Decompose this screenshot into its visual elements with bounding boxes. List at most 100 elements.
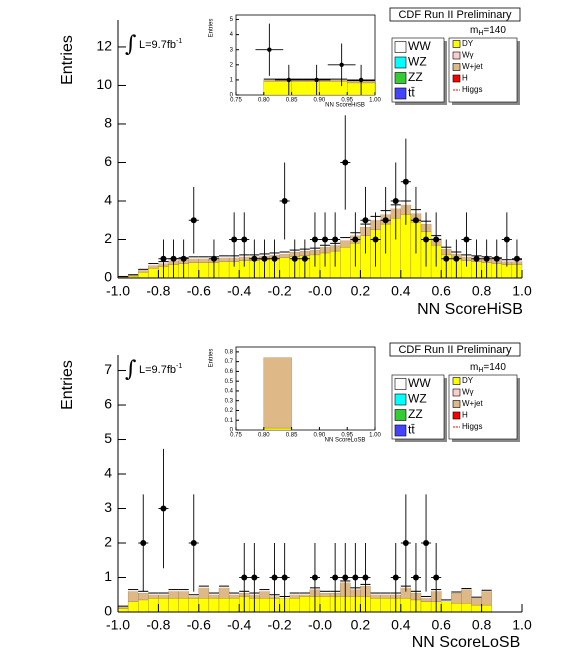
luminosity: L=9.7fb-1 [139, 38, 182, 51]
data-point [493, 255, 500, 262]
data-point [281, 574, 288, 581]
y-tick-label: 0.2 [225, 408, 234, 414]
data-point [311, 236, 318, 243]
mass-main: m [470, 25, 478, 36]
data-point [412, 217, 419, 224]
data-point [463, 236, 470, 243]
y-tick-label: 0 [230, 428, 234, 434]
bar [148, 594, 159, 599]
bar [461, 588, 472, 590]
legend-label: ZZ [408, 70, 423, 84]
legend-swatch [394, 409, 407, 421]
x-tick-label: -1.0 [106, 617, 130, 633]
bar [421, 596, 432, 599]
data-point [372, 236, 379, 243]
legend-label: Higgs [462, 422, 482, 431]
bar [380, 593, 391, 595]
y-tick-label: 0.3 [225, 398, 234, 404]
x-tick-label: -0.0 [308, 617, 332, 633]
y-tick-label: 4 [230, 32, 234, 38]
y-tick-label: 4 [104, 192, 112, 208]
bar [340, 237, 351, 241]
bar [441, 601, 452, 613]
bar [471, 604, 482, 613]
bar [481, 604, 492, 613]
bar [319, 81, 348, 96]
x-tick-label: -0.4 [227, 283, 251, 299]
legend-label: DY [462, 376, 474, 385]
bar [127, 601, 139, 613]
legend-swatch [394, 393, 407, 406]
y-tick-label: 0.6 [225, 369, 234, 375]
x-tick-label: 0.90 [314, 433, 326, 439]
y-tick-label: 0.8 [225, 349, 234, 355]
bar [319, 79, 348, 82]
x-tick-label: -0.0 [308, 283, 332, 299]
bar [208, 593, 219, 595]
bar [370, 594, 381, 599]
bar [420, 601, 432, 613]
bar [127, 274, 139, 277]
data-point [392, 197, 399, 204]
bar [158, 594, 169, 599]
legend-label: Wγ [462, 51, 474, 60]
bar [370, 598, 381, 613]
legend-label: WW [408, 39, 431, 53]
x-tick-label: 0.75 [230, 433, 242, 439]
data-point [267, 47, 272, 52]
legend-swatch [452, 63, 461, 71]
legend-swatch [452, 51, 461, 60]
legend-label: DY [462, 39, 474, 48]
bar [138, 270, 149, 273]
x-tick-label: 0.80 [258, 433, 270, 439]
data-point [352, 574, 359, 581]
bar [299, 593, 310, 595]
bar [158, 593, 169, 595]
legend-label: tt̄ [408, 86, 415, 100]
y-tick-label: 0.7 [225, 359, 234, 365]
x-tick-label: 0.85 [286, 433, 298, 439]
bar [228, 598, 240, 613]
data-point [301, 255, 308, 262]
data-point [311, 574, 318, 581]
y-tick-label: 12 [96, 38, 112, 54]
bar [340, 240, 351, 248]
bar [198, 598, 210, 613]
bar [198, 587, 210, 599]
x-tick-label: 0.4 [391, 617, 411, 633]
x-tick-label: -0.2 [268, 283, 292, 299]
bar [178, 598, 189, 613]
data-point [332, 236, 339, 243]
legend-swatch [394, 424, 407, 437]
bar [380, 594, 391, 599]
bar [400, 598, 412, 613]
legend-swatch [452, 40, 461, 48]
mass-sub: H [478, 367, 483, 374]
y-tick-label: 0.5 [225, 379, 234, 385]
luminosity-main: L=9.7fb [139, 364, 176, 376]
bar [198, 262, 210, 279]
x-tick-label: 1.00 [369, 98, 381, 104]
legend-label: WZ [408, 55, 427, 69]
bar [117, 608, 129, 613]
bar [263, 357, 292, 429]
data-point [382, 217, 389, 224]
bar [168, 589, 179, 592]
mass-rest: =140 [483, 25, 506, 36]
bar [188, 258, 199, 263]
bar [138, 272, 149, 279]
data-point [271, 255, 278, 262]
mass-main: m [470, 362, 478, 373]
bar [168, 598, 179, 613]
legend-label: Higgs [462, 85, 482, 94]
data-point [190, 540, 197, 547]
data-point [251, 255, 258, 262]
data-point [170, 255, 177, 262]
x-tick-label: 1.0 [512, 283, 532, 299]
legend-swatch [394, 378, 407, 390]
x-tick-label: 0.2 [351, 617, 371, 633]
bar [259, 589, 270, 592]
data-point [433, 574, 440, 581]
x-tick-label: 0.95 [341, 98, 353, 104]
bar [138, 592, 149, 601]
